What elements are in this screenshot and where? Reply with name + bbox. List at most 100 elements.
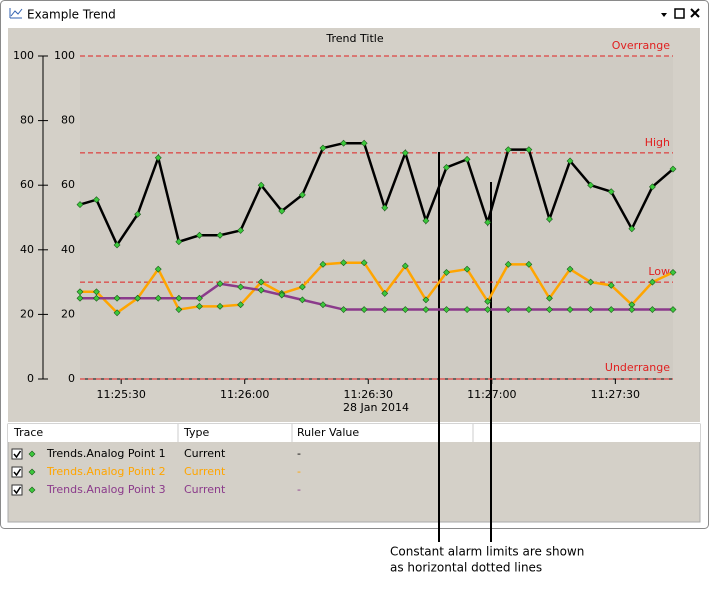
- data-point: [113, 309, 121, 317]
- table-cell: Trends.Analog Point 3: [46, 483, 166, 496]
- data-point: [278, 291, 286, 299]
- data-point: [319, 260, 327, 268]
- data-point: [113, 241, 121, 249]
- trace-checkbox[interactable]: [11, 466, 23, 478]
- data-point: [587, 181, 595, 189]
- data-point: [360, 259, 368, 267]
- x-tick-label: 11:25:30: [96, 388, 145, 401]
- data-point: [587, 278, 595, 286]
- y-tick-label: 100: [13, 49, 34, 62]
- data-point: [340, 306, 347, 313]
- data-point: [484, 306, 492, 313]
- x-tick-label: 11:27:30: [591, 388, 640, 401]
- data-point: [525, 306, 533, 313]
- data-point: [154, 154, 162, 162]
- data-point: [669, 268, 677, 276]
- data-point: [463, 265, 471, 273]
- data-point: [134, 210, 142, 218]
- data-point: [237, 226, 245, 234]
- y-tick-label: 100: [54, 49, 75, 62]
- data-point: [340, 139, 347, 147]
- y-tick-label: 20: [20, 307, 34, 320]
- data-point: [422, 217, 430, 225]
- data-point: [525, 146, 533, 154]
- data-point: [648, 183, 656, 191]
- data-point: [237, 283, 245, 291]
- data-point: [401, 149, 409, 157]
- trace-icon: [28, 486, 36, 494]
- data-point: [257, 278, 265, 286]
- data-point: [587, 306, 595, 313]
- data-point: [607, 188, 615, 196]
- data-point: [381, 204, 389, 212]
- y-tick-label: 80: [20, 114, 34, 127]
- data-point: [298, 296, 306, 304]
- data-point: [298, 191, 306, 199]
- data-point: [443, 306, 450, 313]
- series-line: [79, 141, 674, 248]
- data-point: [154, 294, 162, 302]
- data-point: [76, 294, 84, 302]
- data-point: [484, 298, 492, 305]
- table-cell: Current: [184, 483, 226, 496]
- table-cell: -: [297, 447, 301, 460]
- data-point: [113, 294, 121, 302]
- y-tick-label: 0: [27, 372, 34, 385]
- data-point: [566, 157, 574, 165]
- trace-checkbox[interactable]: [11, 484, 23, 496]
- data-point: [257, 181, 265, 189]
- menu-button[interactable]: [661, 13, 667, 17]
- plot-area: [80, 56, 673, 379]
- data-point: [76, 288, 84, 296]
- data-point: [546, 306, 553, 313]
- chart-title: Trend Title: [325, 32, 383, 45]
- annotation: Constant alarm limits are shown: [390, 545, 584, 559]
- column-header: Trace: [13, 426, 43, 439]
- limit-label: Underrange: [605, 361, 670, 374]
- table-header: [8, 424, 700, 442]
- data-point: [360, 306, 368, 313]
- data-point: [422, 306, 430, 313]
- data-point: [566, 306, 574, 313]
- x-tick-label: 11:27:00: [467, 388, 516, 401]
- data-point: [381, 306, 389, 313]
- table-cell: Trends.Analog Point 1: [46, 447, 166, 460]
- table-cell: -: [297, 483, 301, 496]
- limit-label: Low: [648, 265, 670, 278]
- trace-checkbox[interactable]: [11, 448, 23, 460]
- data-point: [525, 260, 533, 268]
- check-mark: [13, 486, 22, 495]
- data-point: [484, 218, 492, 226]
- data-point: [175, 306, 183, 313]
- trace-icon: [28, 450, 36, 458]
- table-cell: Trends.Analog Point 2: [46, 465, 166, 478]
- y-tick-label: 60: [61, 178, 75, 191]
- limit-label: Overrange: [612, 39, 670, 52]
- data-point: [381, 289, 389, 297]
- x-axis-date: 28 Jan 2014: [343, 401, 409, 414]
- annotation: as horizontal dotted lines: [390, 561, 542, 575]
- data-point: [195, 294, 203, 302]
- data-point: [93, 288, 100, 296]
- data-point: [298, 283, 306, 291]
- maximize-button[interactable]: [674, 8, 685, 19]
- data-point: [607, 281, 615, 289]
- data-point: [216, 302, 224, 310]
- data-point: [504, 146, 512, 154]
- data-point: [628, 306, 636, 313]
- data-point: [443, 268, 450, 276]
- column-header: Ruler Value: [297, 426, 359, 439]
- data-point: [195, 302, 203, 310]
- window-icon: [9, 8, 23, 19]
- data-point: [93, 196, 100, 204]
- data-point: [175, 238, 183, 246]
- data-point: [443, 164, 450, 171]
- data-point: [401, 262, 409, 270]
- data-point: [628, 225, 636, 233]
- data-point: [319, 144, 327, 152]
- data-point: [648, 278, 656, 286]
- close-button[interactable]: [690, 8, 700, 18]
- trace-icon: [28, 468, 36, 476]
- data-point: [216, 280, 224, 288]
- series-line: [80, 282, 673, 311]
